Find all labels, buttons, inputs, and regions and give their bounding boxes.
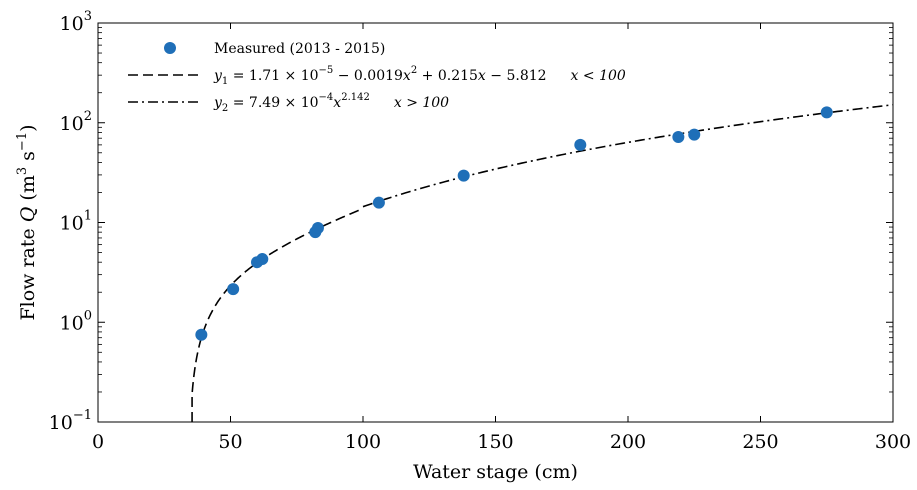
legend-label-y1: y1 = 1.71 × 10−5 − 0.0019x2 + 0.215x − 5… (213, 65, 626, 87)
x-tick-label: 150 (477, 431, 513, 453)
fit-curves (191, 103, 894, 422)
data-point (688, 128, 701, 141)
y-tick-label: 103 (60, 9, 92, 35)
x-tick-label: 50 (218, 431, 242, 453)
y-tick-label: 100 (60, 308, 92, 334)
y-tick-label: 10−1 (49, 408, 92, 434)
y-tick-label: 102 (60, 109, 92, 135)
x-tick-label: 0 (92, 431, 104, 453)
x-tick-label: 250 (742, 431, 778, 453)
x-tick-label: 100 (345, 431, 381, 453)
legend-marker-measured (164, 42, 176, 54)
data-point (372, 196, 385, 209)
curve-y1 (191, 207, 364, 422)
legend: Measured (2013 - 2015) y1 = 1.71 × 10−5 … (128, 41, 626, 114)
y-tick-label: 101 (60, 209, 92, 235)
legend-label-measured: Measured (2013 - 2015) (214, 41, 385, 57)
data-point (256, 253, 269, 266)
data-point (672, 130, 685, 143)
x-tick-label: 300 (875, 431, 911, 453)
y-axis-title: Flow rate Q (m3 s−1) (15, 124, 39, 320)
curve-y2 (362, 103, 894, 208)
x-axis-title: Water stage (cm) (413, 461, 578, 483)
data-point (227, 283, 240, 296)
data-point (820, 106, 833, 119)
data-point (195, 328, 208, 341)
data-point (311, 222, 324, 235)
x-axis-ticks: 0 50 100 150 200 250 300 (92, 23, 911, 453)
y-axis-ticks: 10−1 100 101 102 103 (49, 9, 893, 434)
data-point (457, 169, 470, 182)
data-point (574, 138, 587, 151)
x-tick-label: 200 (610, 431, 646, 453)
measured-points (195, 106, 833, 341)
legend-label-y2: y2 = 7.49 × 10−4x2.142 x > 100 (213, 92, 449, 114)
